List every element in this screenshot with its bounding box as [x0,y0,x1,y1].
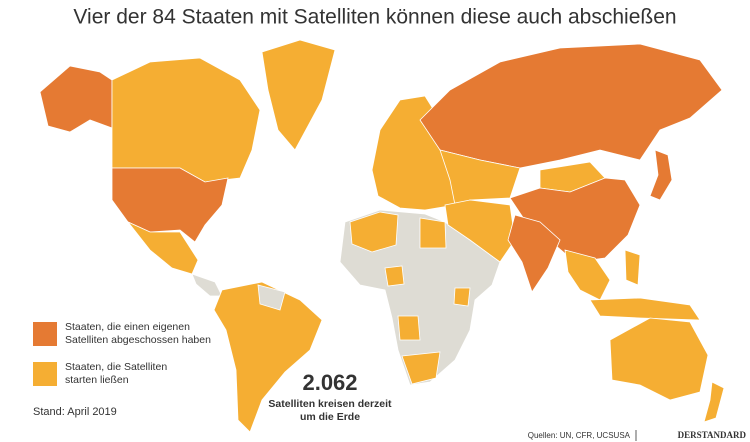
legend-label: Staaten, die einen eigenen [65,321,190,333]
central-america [191,273,223,297]
angola [397,315,421,341]
greenland [261,39,336,151]
legend-label: Satelliten abgeschossen haben [65,334,211,346]
legend-swatch [33,322,57,346]
world-map [39,39,725,433]
africa [339,209,501,386]
usa [111,167,229,243]
japan [649,149,673,201]
new-zealand [703,381,725,423]
legend-swatch [33,362,57,386]
legend-label: starten ließen [65,374,129,386]
north-africa-states [349,211,399,253]
indonesia [589,297,701,321]
sources: Quellen: UN, CFR, UCSUSA [528,431,631,440]
satellite-count: 2.062 [302,370,357,395]
middle-east [444,199,516,263]
kenya-region [453,287,471,307]
title: Vier der 84 Staaten mit Satelliten könne… [73,6,676,29]
date-note: Stand: April 2019 [33,406,117,418]
satellite-caption-line: Satelliten kreisen derzeit [268,398,392,410]
philippines [624,249,641,286]
central-asia [439,149,521,206]
south-africa [401,351,441,385]
south-america-gray [257,284,286,311]
mexico [127,221,199,275]
brand: DERSTANDARD [678,430,747,440]
south-america [213,281,323,433]
australia [609,317,709,401]
egypt [419,217,447,249]
satellite-caption-line: um die Erde [300,411,360,423]
nigeria [384,265,405,287]
india [507,214,561,293]
legend-label: Staaten, die Satelliten [65,361,167,373]
